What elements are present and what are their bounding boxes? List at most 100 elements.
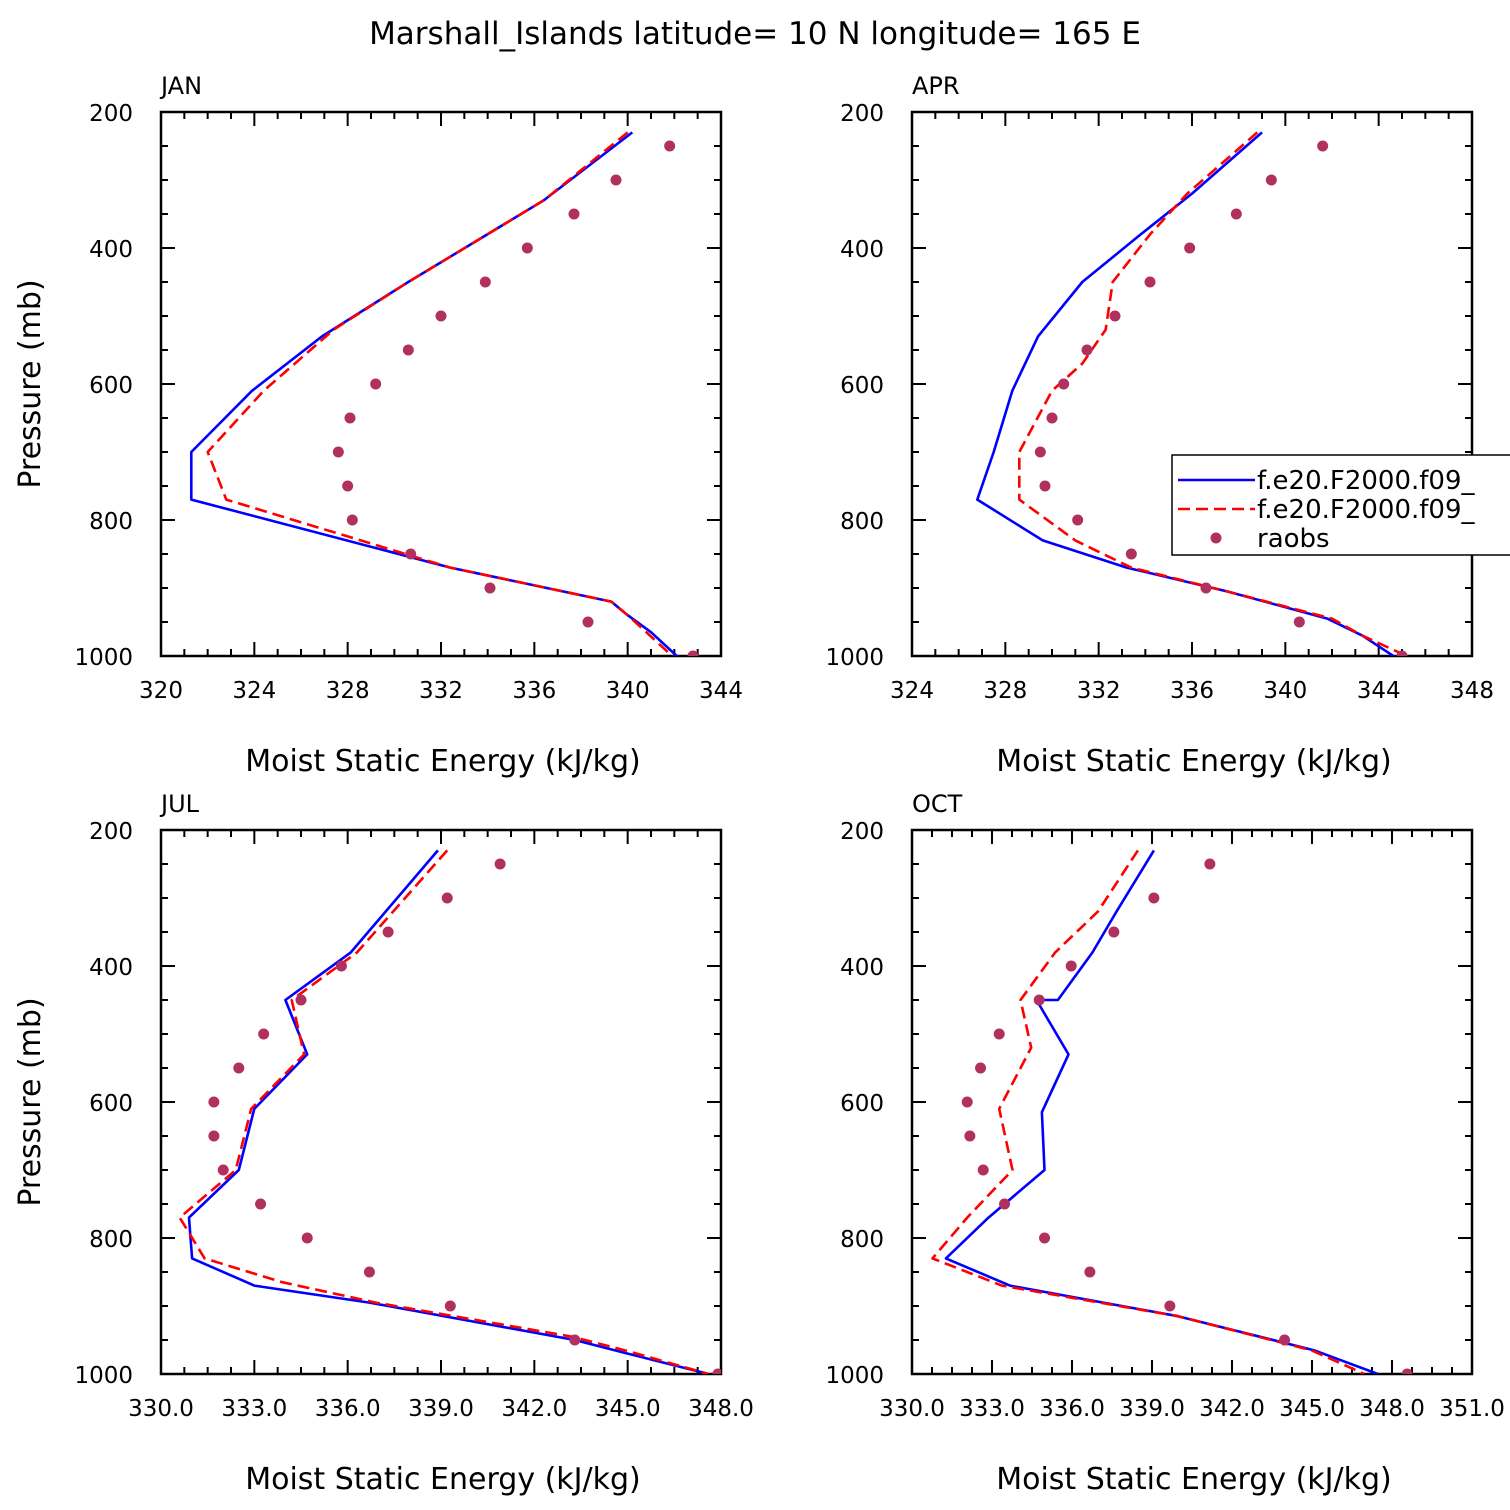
y-tick-label: 800 — [840, 1227, 884, 1253]
y-tick-label: 600 — [89, 1091, 133, 1117]
x-tick-label: 324 — [890, 678, 934, 704]
x-tick-label: 342.0 — [501, 1396, 567, 1422]
model-line-dashed — [206, 131, 675, 656]
y-tick-label: 400 — [89, 237, 133, 263]
x-tick-label: 339.0 — [1119, 1396, 1185, 1422]
raobs-point — [301, 1232, 313, 1244]
panel-apr: APR 324 328 332 336 340 344 348 200 400 600 800 1000… — [825, 72, 1494, 779]
model-line-dashed — [178, 849, 709, 1374]
raobs-point — [342, 480, 354, 492]
raobs-point — [993, 1028, 1005, 1040]
raobs-point — [1125, 548, 1137, 560]
y-tick-label: 400 — [840, 237, 884, 263]
raobs-point — [382, 926, 394, 938]
y-tick-label: 200 — [89, 101, 133, 127]
model-line-solid — [944, 849, 1379, 1374]
x-tick-label: 333.0 — [221, 1396, 287, 1422]
raobs-point — [568, 208, 580, 220]
plot-data — [975, 131, 1408, 656]
x-axis-label: Moist Static Energy (kJ/kg) — [996, 1462, 1392, 1497]
y-tick-label: 200 — [840, 101, 884, 127]
y-tick-label: 800 — [89, 1227, 133, 1253]
plot-data — [190, 131, 699, 656]
raobs-point — [1034, 446, 1046, 458]
panel-jul: JUL 330.0 333.0 336.0 339.0 342.0 345.0 348.0 20… — [13, 790, 754, 1497]
raobs-point — [208, 1130, 220, 1142]
raobs-point — [332, 446, 344, 458]
raobs-point — [521, 242, 533, 254]
raobs-point — [977, 1164, 989, 1176]
raobs-point — [344, 412, 356, 424]
raobs-point — [484, 582, 496, 594]
x-tick-label: 342.0 — [1199, 1396, 1265, 1422]
x-tick-label: 348.0 — [688, 1396, 754, 1422]
raobs-point — [1046, 412, 1058, 424]
y-tick-label: 1000 — [825, 645, 884, 671]
x-tick-label: 333.0 — [959, 1396, 1025, 1422]
x-tick-label: 345.0 — [1279, 1396, 1345, 1422]
x-axis-label: Moist Static Energy (kJ/kg) — [245, 1462, 641, 1497]
model-line-solid — [190, 131, 679, 656]
x-axis-label: Moist Static Energy (kJ/kg) — [245, 744, 641, 779]
raobs-point — [435, 310, 447, 322]
raobs-point — [1084, 1266, 1096, 1278]
raobs-point — [1148, 892, 1160, 904]
x-tick-label: 348.0 — [1359, 1396, 1425, 1422]
raobs-point — [1396, 650, 1408, 656]
x-tick-label: 351.0 — [1439, 1396, 1505, 1422]
x-tick-label: 340 — [1263, 678, 1307, 704]
raobs-point — [1058, 378, 1070, 390]
raobs-point — [1072, 514, 1084, 526]
x-tick-label: 320 — [139, 678, 183, 704]
x-tick-label: 348 — [1450, 678, 1494, 704]
raobs-point — [1230, 208, 1242, 220]
x-tick-label: 344 — [1357, 678, 1401, 704]
y-axis-label: Pressure (mb) — [13, 279, 48, 488]
panel-label: OCT — [912, 790, 963, 818]
raobs-point — [363, 1266, 375, 1278]
legend-label: f.e20.F2000.f09_ — [1257, 495, 1475, 525]
legend-label: raobs — [1257, 524, 1330, 554]
panels: JAN 320 324 328 332 336 340 344 200 400 600 800 1000… — [13, 72, 1505, 1497]
raobs-point — [1293, 616, 1305, 628]
raobs-point — [335, 960, 347, 972]
raobs-point — [402, 344, 414, 356]
y-tick-label: 1000 — [74, 1363, 133, 1389]
y-tick-label: 600 — [840, 373, 884, 399]
y-tick-label: 1000 — [825, 1363, 884, 1389]
plot-frame — [159, 828, 723, 1376]
model-line-solid — [975, 131, 1396, 656]
x-tick-label: 328 — [326, 678, 370, 704]
x-tick-label: 330.0 — [128, 1396, 194, 1422]
plot-frame — [910, 828, 1474, 1376]
raobs-point — [1401, 1368, 1413, 1374]
raobs-point — [346, 514, 358, 526]
raobs-point — [999, 1198, 1011, 1210]
raobs-point — [1184, 242, 1196, 254]
raobs-point — [1109, 310, 1121, 322]
x-tick-label: 332 — [419, 678, 463, 704]
raobs-point — [1200, 582, 1212, 594]
panel-oct: OCT 330.0 333.0 336.0 339.0 342.0 345.0 348.0 35… — [825, 790, 1504, 1497]
x-tick-label: 340 — [606, 678, 650, 704]
plot-frame — [159, 110, 723, 658]
raobs-point — [664, 140, 676, 152]
figure-title: Marshall_Islands latitude= 10 N longitud… — [369, 16, 1141, 52]
model-line-dashed — [931, 849, 1366, 1374]
panel-label: JUL — [159, 790, 200, 818]
y-tick-label: 400 — [89, 955, 133, 981]
panel-label: JAN — [159, 72, 202, 100]
raobs-point — [1164, 1300, 1176, 1312]
raobs-point — [610, 174, 622, 186]
legend-marker — [1210, 532, 1222, 544]
x-tick-label: 332 — [1077, 678, 1121, 704]
legend-label: f.e20.F2000.f09_ — [1257, 466, 1475, 496]
raobs-point — [1065, 960, 1077, 972]
panel-label: APR — [912, 72, 960, 100]
raobs-point — [1265, 174, 1277, 186]
raobs-point — [687, 650, 699, 656]
raobs-point — [1039, 480, 1051, 492]
raobs-point — [258, 1028, 270, 1040]
raobs-point — [217, 1164, 229, 1176]
